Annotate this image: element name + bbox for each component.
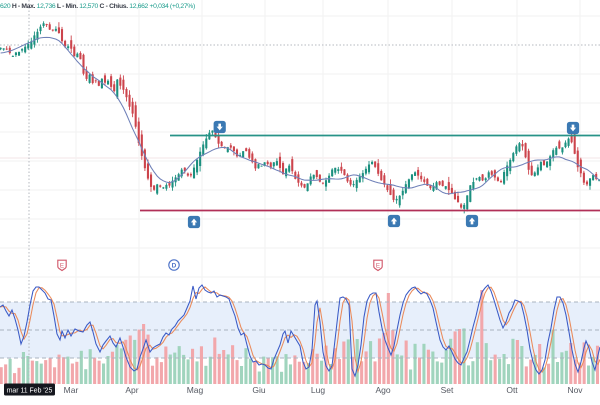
svg-text:Mag: Mag	[187, 385, 204, 395]
svg-text:620 H - Max. 12,736 L - Min. 1: 620 H - Max. 12,736 L - Min. 12,570 C - …	[0, 3, 195, 10]
svg-text:Ott: Ott	[506, 385, 518, 395]
svg-text:Mar: Mar	[64, 385, 79, 395]
svg-text:mar 11 Feb '25: mar 11 Feb '25	[7, 387, 53, 394]
svg-text:E: E	[60, 262, 64, 269]
svg-text:Apr: Apr	[125, 385, 138, 395]
svg-text:Giu: Giu	[252, 385, 266, 395]
svg-text:Set: Set	[441, 385, 454, 395]
svg-text:Lug: Lug	[311, 385, 325, 395]
svg-text:Ago: Ago	[375, 385, 390, 395]
svg-text:Nov: Nov	[567, 385, 583, 395]
svg-text:D: D	[172, 262, 177, 269]
svg-text:E: E	[376, 262, 380, 269]
